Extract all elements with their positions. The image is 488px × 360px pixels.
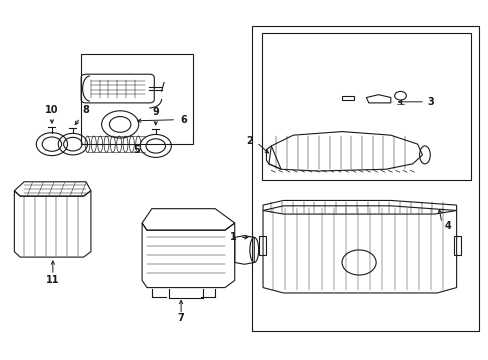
Text: 3: 3 (427, 97, 434, 107)
Text: 2: 2 (246, 136, 253, 145)
Text: 7: 7 (177, 314, 184, 323)
Text: 8: 8 (82, 105, 89, 116)
Bar (81, 54, 193, 144)
Text: 10: 10 (45, 105, 59, 115)
Bar (453, 235, 461, 255)
Text: 4: 4 (444, 221, 450, 231)
Bar (261, 33, 470, 180)
Text: 9: 9 (152, 107, 159, 117)
Text: 5: 5 (133, 144, 140, 154)
Text: 11: 11 (46, 275, 60, 285)
Bar (259, 235, 266, 255)
Text: 1: 1 (229, 232, 236, 242)
Bar (341, 96, 353, 100)
Bar (251, 26, 478, 330)
Text: 6: 6 (180, 115, 186, 125)
